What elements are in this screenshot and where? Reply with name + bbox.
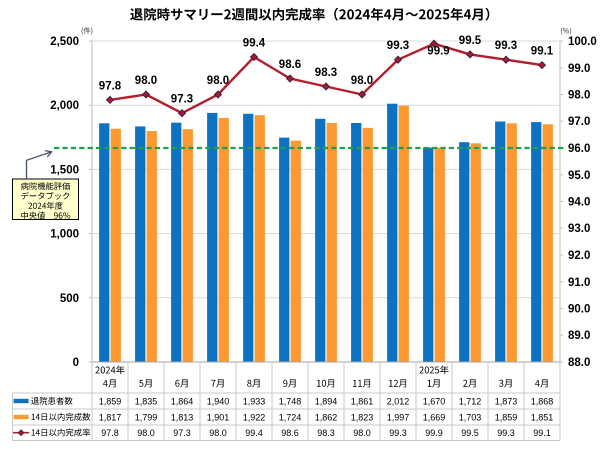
svg-text:1,859: 1,859 <box>99 396 122 406</box>
svg-text:98.0: 98.0 <box>351 75 373 87</box>
svg-text:98.0: 98.0 <box>135 75 157 87</box>
svg-text:93.0: 93.0 <box>568 223 590 235</box>
svg-text:99.5: 99.5 <box>459 35 482 47</box>
svg-text:97.8: 97.8 <box>99 80 122 92</box>
svg-text:1,868: 1,868 <box>531 396 554 406</box>
svg-text:1,997: 1,997 <box>387 412 410 422</box>
svg-text:100.0: 100.0 <box>568 36 597 48</box>
svg-text:1,799: 1,799 <box>135 412 158 422</box>
svg-text:1,940: 1,940 <box>207 396 230 406</box>
svg-text:88.0: 88.0 <box>568 357 590 369</box>
svg-text:99.3: 99.3 <box>497 428 515 438</box>
svg-text:1,823: 1,823 <box>351 412 374 422</box>
svg-text:1,817: 1,817 <box>99 412 122 422</box>
svg-text:98.0: 98.0 <box>568 90 590 102</box>
svg-text:98.3: 98.3 <box>317 428 335 438</box>
svg-text:1,873: 1,873 <box>495 396 518 406</box>
svg-text:1,669: 1,669 <box>423 412 446 422</box>
svg-text:96.0: 96.0 <box>568 143 590 155</box>
svg-text:98.3: 98.3 <box>315 67 337 79</box>
svg-text:97.3: 97.3 <box>173 428 191 438</box>
svg-text:97.0: 97.0 <box>568 116 590 128</box>
svg-text:1,703: 1,703 <box>459 412 482 422</box>
svg-text:500: 500 <box>60 293 79 305</box>
svg-text:1,933: 1,933 <box>243 396 266 406</box>
svg-text:1,000: 1,000 <box>50 229 79 241</box>
svg-text:1,724: 1,724 <box>279 412 302 422</box>
svg-text:1,861: 1,861 <box>351 396 374 406</box>
svg-text:1,670: 1,670 <box>423 396 446 406</box>
svg-text:1,922: 1,922 <box>243 412 266 422</box>
svg-text:99.4: 99.4 <box>245 428 263 438</box>
svg-text:1,813: 1,813 <box>171 412 194 422</box>
svg-text:90.0: 90.0 <box>568 304 590 316</box>
svg-text:99.3: 99.3 <box>389 428 407 438</box>
svg-text:89.0: 89.0 <box>568 330 590 342</box>
svg-text:1,862: 1,862 <box>315 412 338 422</box>
svg-text:98.6: 98.6 <box>281 428 299 438</box>
svg-text:98.0: 98.0 <box>209 428 227 438</box>
svg-text:99.5: 99.5 <box>461 428 479 438</box>
svg-text:98.0: 98.0 <box>353 428 371 438</box>
svg-text:99.3: 99.3 <box>387 40 409 52</box>
svg-text:99.1: 99.1 <box>531 46 554 58</box>
svg-text:1,901: 1,901 <box>207 412 230 422</box>
svg-text:99.4: 99.4 <box>243 37 266 49</box>
svg-text:1,500: 1,500 <box>50 164 79 176</box>
svg-text:1,712: 1,712 <box>459 396 482 406</box>
svg-text:99.0: 99.0 <box>568 63 590 75</box>
svg-text:98.0: 98.0 <box>207 75 229 87</box>
svg-text:1,864: 1,864 <box>171 396 194 406</box>
svg-text:1,859: 1,859 <box>495 412 518 422</box>
svg-text:2,500: 2,500 <box>50 36 79 48</box>
svg-text:2,012: 2,012 <box>387 396 410 406</box>
svg-text:98.0: 98.0 <box>137 428 155 438</box>
svg-text:97.8: 97.8 <box>101 428 119 438</box>
svg-text:2,000: 2,000 <box>50 100 79 112</box>
svg-text:1,894: 1,894 <box>315 396 338 406</box>
svg-text:99.1: 99.1 <box>533 428 551 438</box>
svg-text:94.0: 94.0 <box>568 197 590 209</box>
svg-text:98.6: 98.6 <box>279 59 301 71</box>
svg-text:95.0: 95.0 <box>568 170 590 182</box>
svg-text:92.0: 92.0 <box>568 250 590 262</box>
svg-text:1,835: 1,835 <box>135 396 158 406</box>
svg-text:97.3: 97.3 <box>171 94 193 106</box>
svg-text:0: 0 <box>73 357 79 369</box>
svg-text:91.0: 91.0 <box>568 277 590 289</box>
svg-text:99.9: 99.9 <box>427 46 449 58</box>
svg-text:1,851: 1,851 <box>531 412 554 422</box>
svg-text:1,748: 1,748 <box>279 396 302 406</box>
svg-text:99.9: 99.9 <box>425 428 443 438</box>
svg-text:99.3: 99.3 <box>495 40 517 52</box>
